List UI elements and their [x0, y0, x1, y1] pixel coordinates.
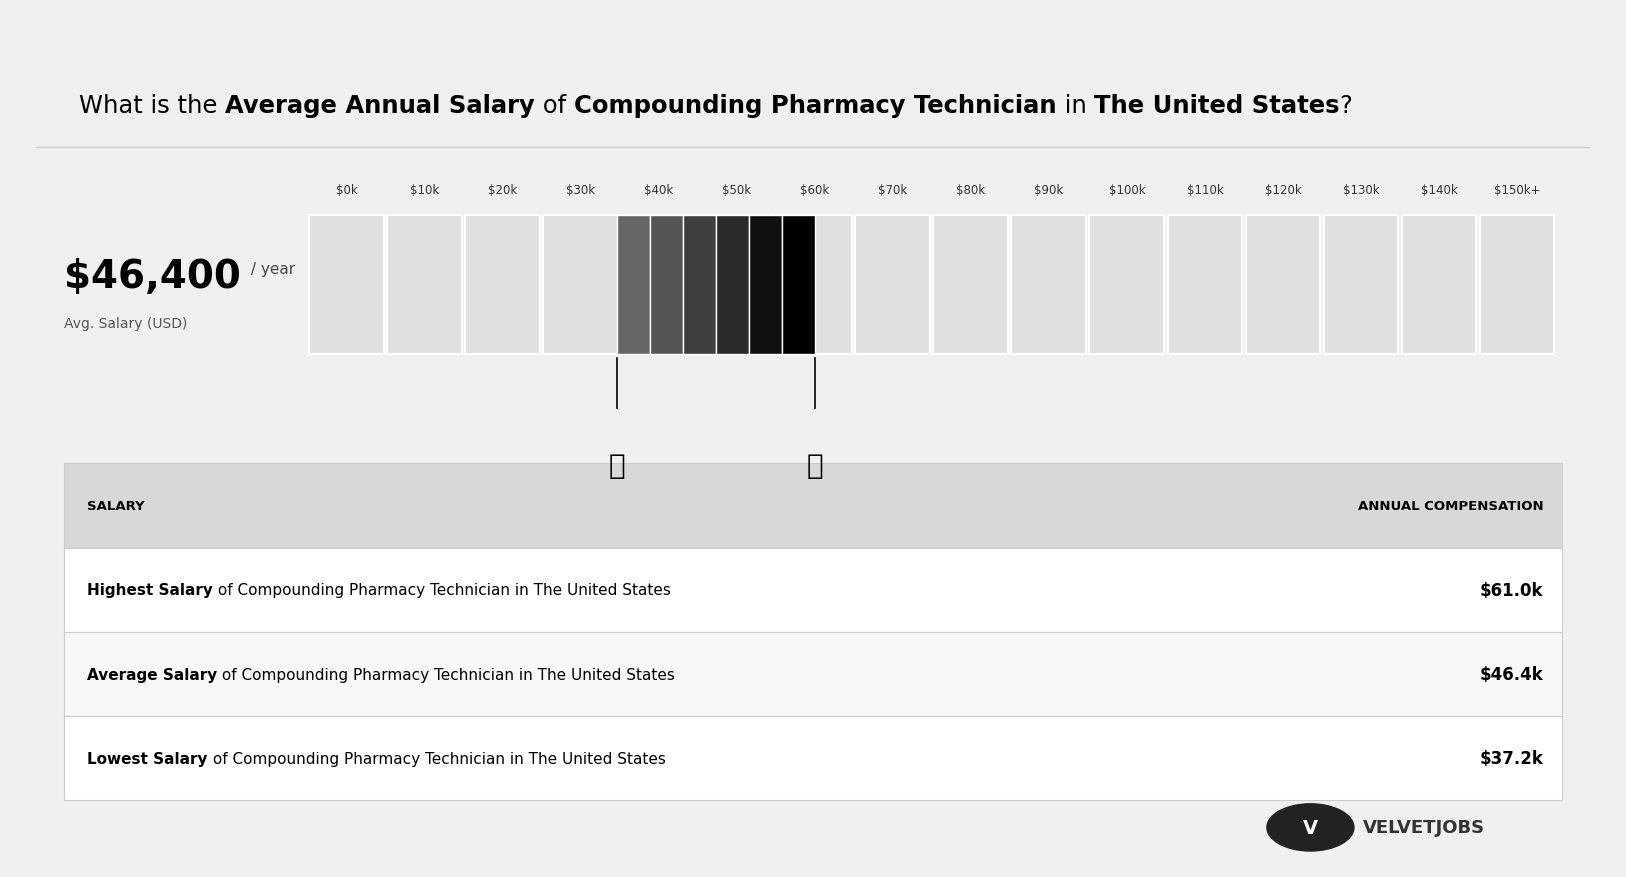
FancyBboxPatch shape — [650, 216, 683, 354]
Text: / year: / year — [246, 261, 294, 276]
Text: in: in — [1057, 94, 1094, 118]
Text: $46,400: $46,400 — [63, 258, 241, 296]
FancyBboxPatch shape — [1246, 216, 1320, 354]
Text: $30k: $30k — [566, 183, 595, 196]
Text: $80k: $80k — [956, 183, 985, 196]
Text: of Compounding Pharmacy Technician in The United States: of Compounding Pharmacy Technician in Th… — [208, 751, 665, 766]
FancyBboxPatch shape — [782, 216, 815, 354]
FancyBboxPatch shape — [309, 216, 384, 354]
FancyBboxPatch shape — [63, 632, 1563, 717]
FancyBboxPatch shape — [543, 216, 618, 354]
Text: $20k: $20k — [488, 183, 517, 196]
Text: $10k: $10k — [410, 183, 439, 196]
FancyBboxPatch shape — [621, 216, 696, 354]
Text: ?: ? — [1340, 94, 1353, 118]
Text: $100k: $100k — [1109, 183, 1145, 196]
FancyBboxPatch shape — [63, 464, 1563, 548]
Text: Highest Salary: Highest Salary — [88, 582, 213, 597]
Text: 💰: 💰 — [806, 451, 824, 479]
FancyBboxPatch shape — [750, 216, 782, 354]
Text: $90k: $90k — [1034, 183, 1063, 196]
Text: SALARY: SALARY — [88, 499, 145, 512]
FancyBboxPatch shape — [855, 216, 930, 354]
Text: Compounding Pharmacy Technician: Compounding Pharmacy Technician — [574, 94, 1057, 118]
Text: of Compounding Pharmacy Technician in The United States: of Compounding Pharmacy Technician in Th… — [218, 667, 675, 681]
Text: What is the: What is the — [80, 94, 226, 118]
Text: of: of — [535, 94, 574, 118]
FancyBboxPatch shape — [1011, 216, 1086, 354]
FancyBboxPatch shape — [683, 216, 717, 354]
FancyBboxPatch shape — [63, 717, 1563, 801]
Text: $140k: $140k — [1421, 183, 1457, 196]
Text: $50k: $50k — [722, 183, 751, 196]
FancyBboxPatch shape — [1480, 216, 1554, 354]
FancyBboxPatch shape — [63, 548, 1563, 632]
FancyBboxPatch shape — [1324, 216, 1398, 354]
Text: Average Salary: Average Salary — [88, 667, 218, 681]
Text: $110k: $110k — [1187, 183, 1223, 196]
Text: Lowest Salary: Lowest Salary — [88, 751, 208, 766]
FancyBboxPatch shape — [699, 216, 774, 354]
FancyBboxPatch shape — [717, 216, 750, 354]
Text: $130k: $130k — [1343, 183, 1379, 196]
FancyBboxPatch shape — [1167, 216, 1242, 354]
Text: VELVETJOBS: VELVETJOBS — [1363, 818, 1486, 837]
FancyBboxPatch shape — [1402, 216, 1476, 354]
Circle shape — [1267, 804, 1354, 851]
Text: $70k: $70k — [878, 183, 907, 196]
Text: $120k: $120k — [1265, 183, 1301, 196]
FancyBboxPatch shape — [777, 216, 852, 354]
Text: $40k: $40k — [644, 183, 673, 196]
Text: $61.0k: $61.0k — [1480, 581, 1543, 599]
Text: Avg. Salary (USD): Avg. Salary (USD) — [63, 317, 187, 331]
Text: ANNUAL COMPENSATION: ANNUAL COMPENSATION — [1358, 499, 1543, 512]
FancyBboxPatch shape — [1089, 216, 1164, 354]
Text: $0k: $0k — [337, 183, 358, 196]
Text: of Compounding Pharmacy Technician in The United States: of Compounding Pharmacy Technician in Th… — [213, 582, 672, 597]
Text: $60k: $60k — [800, 183, 829, 196]
Text: The United States: The United States — [1094, 94, 1340, 118]
Text: V: V — [1302, 818, 1319, 837]
FancyBboxPatch shape — [618, 216, 650, 354]
FancyBboxPatch shape — [465, 216, 540, 354]
Text: $150k+: $150k+ — [1494, 183, 1540, 196]
Text: 💰: 💰 — [610, 451, 626, 479]
FancyBboxPatch shape — [387, 216, 462, 354]
FancyBboxPatch shape — [933, 216, 1008, 354]
Text: $37.2k: $37.2k — [1480, 750, 1543, 767]
Text: $46.4k: $46.4k — [1480, 666, 1543, 683]
Text: Average Annual Salary: Average Annual Salary — [226, 94, 535, 118]
